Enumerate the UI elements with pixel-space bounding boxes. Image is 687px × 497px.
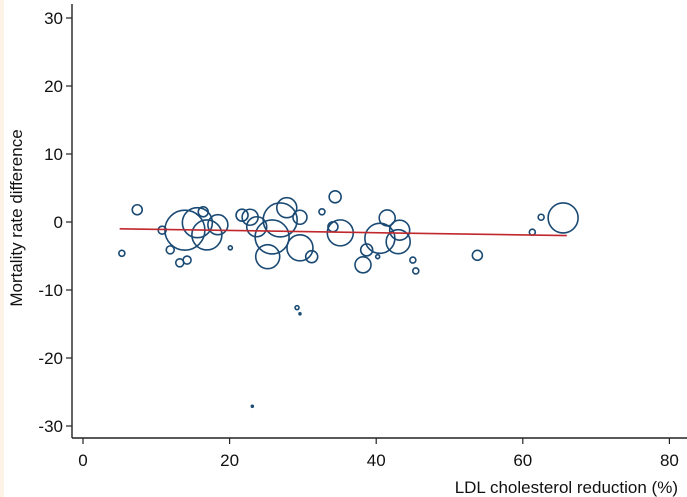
data-bubble	[254, 243, 281, 270]
data-bubble	[181, 206, 214, 239]
fit-line-group	[119, 228, 567, 237]
data-bubble	[118, 249, 126, 258]
x-tick-label: 80	[660, 451, 679, 470]
data-bubble	[197, 206, 210, 218]
y-tick-label: 30	[44, 9, 63, 28]
data-bubble	[471, 249, 484, 262]
data-bubble	[328, 190, 342, 204]
data-bubble	[304, 249, 319, 264]
x-tick-label: 40	[367, 451, 386, 470]
data-bubble	[165, 245, 176, 255]
data-bubble	[318, 208, 326, 216]
x-tick-label: 0	[78, 451, 87, 470]
data-bubble	[411, 267, 420, 275]
y-tick-label: 0	[54, 213, 63, 232]
data-bubble	[292, 209, 308, 226]
data-bubble	[245, 215, 268, 238]
data-bubble	[298, 311, 302, 316]
data-bubble	[385, 228, 411, 255]
data-bubble	[235, 208, 249, 222]
x-tick-label: 20	[220, 451, 239, 470]
data-bubble	[131, 203, 144, 216]
data-bubble	[359, 243, 374, 257]
data-bubble	[286, 234, 314, 262]
data-bubble	[388, 219, 411, 241]
data-bubble	[182, 255, 192, 265]
data-bubble	[250, 404, 255, 409]
left-border	[0, 0, 4, 497]
data-bubble	[191, 219, 223, 251]
data-bubble	[227, 245, 234, 251]
data-bubble	[275, 196, 298, 219]
y-tick-label: -20	[38, 349, 63, 368]
axes-group: -30 -20 -10 0 10 20 30 0 20 40 60 80	[38, 4, 687, 470]
y-tick-label: -10	[38, 281, 63, 300]
data-bubble	[354, 256, 372, 274]
bubbles-group	[118, 190, 579, 409]
data-bubble	[409, 256, 417, 264]
data-bubble	[254, 219, 290, 255]
fit-line	[119, 228, 567, 237]
y-tick-label: 20	[44, 77, 63, 96]
data-bubble	[207, 213, 229, 236]
data-bubble	[262, 202, 298, 238]
data-bubble	[547, 202, 579, 234]
y-axis-title: Mortality rate difference	[7, 129, 26, 306]
y-tick-label: 10	[44, 145, 63, 164]
y-tick-label: -30	[38, 417, 63, 436]
x-tick-label: 60	[513, 451, 532, 470]
x-axis-title: LDL cholesterol reduction (%)	[455, 478, 678, 497]
data-bubble	[374, 253, 381, 260]
data-bubble	[294, 304, 300, 311]
data-bubble	[537, 213, 545, 222]
